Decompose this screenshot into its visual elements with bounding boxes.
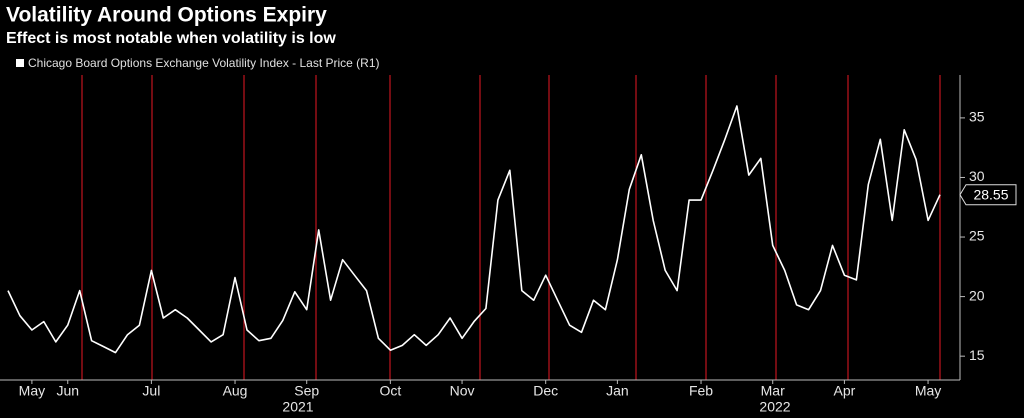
x-tick-label: May [19,383,45,399]
y-tick-label: 25 [969,228,985,244]
y-tick-label: 30 [969,168,985,184]
y-tick-label: 15 [969,347,985,363]
y-tick-label: 20 [969,287,985,303]
last-price-box [959,184,1017,206]
series-line [7,105,941,354]
legend-swatch [16,59,24,67]
x-tick-label: Jan [606,383,629,399]
x-tick-label: Aug [223,383,248,399]
x-tick-label: Mar [761,383,785,399]
x-tick-label: Apr [834,383,856,399]
last-price-label: 28.55 [973,186,1008,202]
year-label: 2022 [759,399,790,415]
chart-title: Volatility Around Options Expiry [6,4,327,27]
x-tick-label: Oct [379,383,401,399]
expiry-lines [81,75,941,380]
x-tick-label: Jun [56,383,79,399]
x-tick-label: May [915,383,941,399]
x-tick-label: Feb [689,383,713,399]
x-tick-label: Nov [450,383,475,399]
x-tick-label: Dec [533,383,558,399]
legend-label: Chicago Board Options Exchange Volatilit… [28,56,380,70]
year-label: 2021 [282,399,313,415]
x-tick-label: Jul [142,383,160,399]
x-tick-label: Sep [294,383,319,399]
chart-subtitle: Effect is most notable when volatility i… [6,30,336,47]
y-tick-label: 35 [969,109,985,125]
